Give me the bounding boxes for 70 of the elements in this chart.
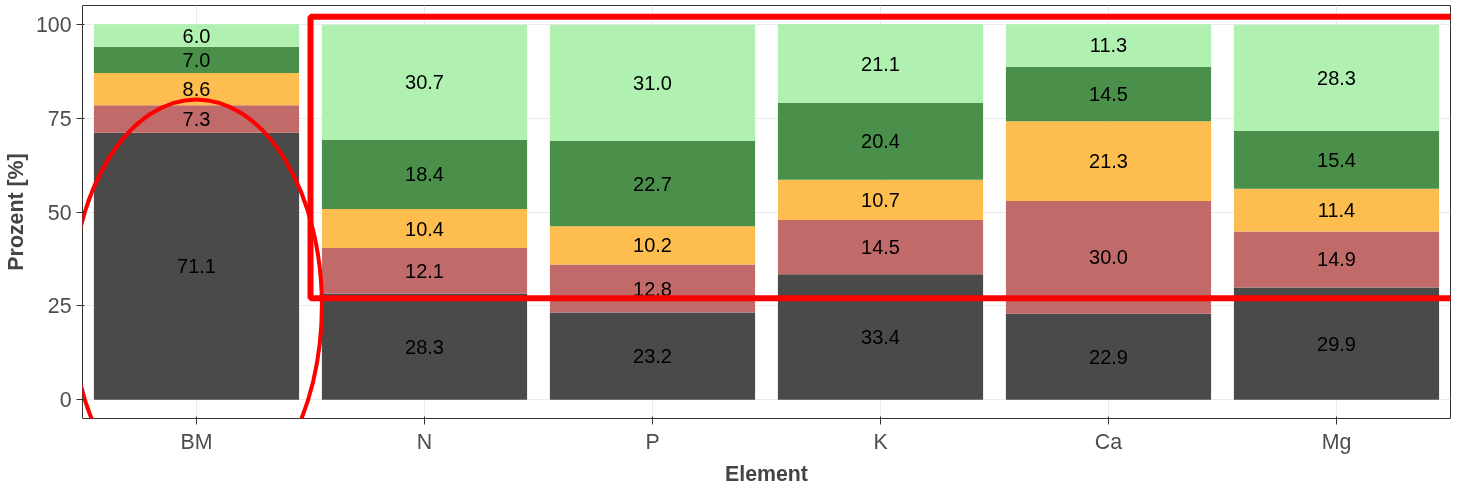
bar (1005, 313, 1212, 400)
y-tick-label: 75 (47, 106, 72, 131)
y-tick-label: 0 (59, 388, 72, 413)
bar (1233, 231, 1440, 288)
bar (1233, 24, 1440, 131)
data-label: 12.1 (405, 259, 444, 282)
data-label: 29.9 (1317, 332, 1356, 355)
data-label: 15.4 (1317, 148, 1356, 171)
bar (1005, 201, 1212, 314)
bar (549, 24, 756, 142)
x-tick-label: Ca (1094, 429, 1123, 454)
bar (549, 312, 756, 400)
y-tick-label: 50 (47, 200, 72, 225)
data-label: 20.4 (861, 130, 900, 153)
x-tick-label: K (873, 429, 888, 454)
y-tick-label: 100 (35, 12, 72, 37)
data-label: 31.0 (633, 71, 672, 94)
x-tick-label: P (645, 429, 660, 454)
data-label: 6.0 (182, 24, 211, 47)
data-label: 28.3 (405, 335, 444, 358)
data-label: 7.3 (182, 108, 211, 131)
bar (777, 23, 984, 104)
data-label: 12.8 (633, 277, 672, 300)
bar (321, 139, 528, 209)
data-label: 22.9 (1089, 345, 1128, 368)
bar (777, 103, 984, 180)
data-label: 14.5 (1089, 82, 1128, 105)
x-tick-label: Mg (1321, 429, 1352, 454)
bar (321, 209, 528, 249)
data-label: 18.4 (405, 163, 444, 186)
data-label: 14.9 (1317, 248, 1356, 271)
data-label: 28.3 (1317, 66, 1356, 89)
bar (1233, 188, 1440, 232)
x-axis-title: Element (725, 461, 808, 486)
bar (777, 179, 984, 220)
bar (93, 73, 300, 106)
data-label: 33.4 (861, 326, 900, 349)
bar (321, 248, 528, 294)
data-label: 10.4 (405, 217, 444, 240)
bar (321, 24, 528, 140)
data-label: 30.0 (1089, 246, 1128, 269)
data-label: 22.7 (633, 172, 672, 195)
data-label: 8.6 (182, 78, 211, 101)
x-tick-label: N (416, 429, 433, 454)
data-label: 30.7 (405, 71, 444, 94)
bar (549, 226, 756, 265)
data-label: 14.5 (861, 236, 900, 259)
data-label: 11.3 (1089, 34, 1128, 57)
bar (1233, 130, 1440, 189)
bar (93, 105, 300, 133)
bar (1005, 24, 1212, 67)
bar (1233, 287, 1440, 400)
data-label: 10.7 (861, 188, 900, 211)
x-tick-label: BM (180, 429, 213, 454)
bar (1005, 66, 1212, 122)
data-label: 21.3 (1089, 150, 1128, 173)
bar (93, 24, 300, 47)
data-label: 10.2 (633, 234, 672, 257)
y-tick-label: 25 (47, 294, 72, 319)
bar (1005, 121, 1212, 202)
data-label: 71.1 (177, 255, 216, 278)
bar (777, 274, 984, 400)
data-label: 7.0 (182, 48, 211, 71)
data-label: 11.4 (1317, 199, 1356, 222)
data-label: 21.1 (861, 52, 900, 75)
data-label: 23.2 (633, 345, 672, 368)
y-axis-title: Prozent [%] (3, 153, 28, 271)
bar (777, 219, 984, 275)
bar (549, 141, 756, 227)
bar (93, 46, 300, 74)
